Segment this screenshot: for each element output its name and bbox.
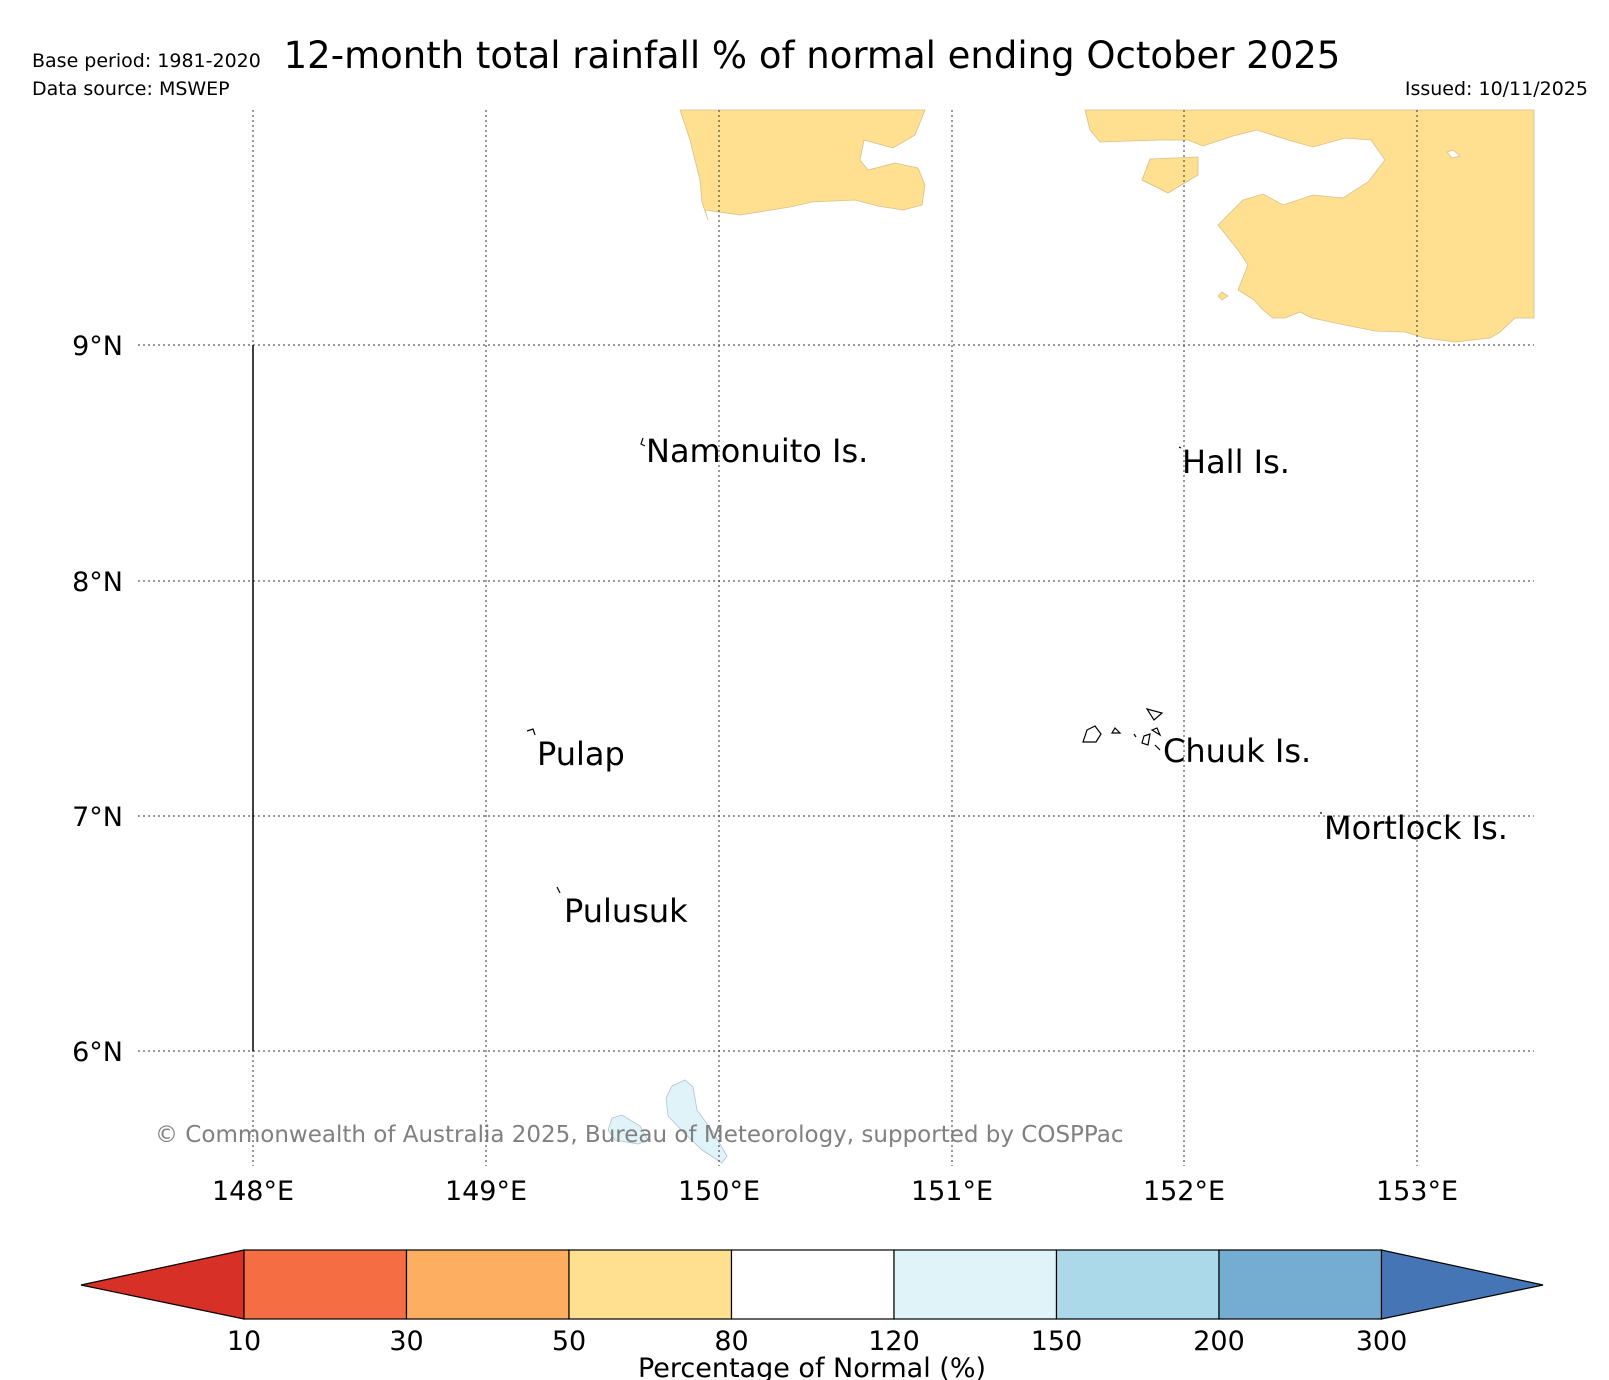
island-chuuk-g [1133,733,1137,738]
lon-label-152e: 152°E [1143,1176,1225,1207]
figure-title: 12-month total rainfall % of normal endi… [284,34,1341,77]
island-namonuito [640,437,646,447]
island-pulusuk [556,886,561,894]
legend-tick-50: 50 [552,1326,586,1357]
legend-swatch-50-80 [568,1249,733,1320]
place-label-pulap: Pulap [537,735,625,773]
legend-swatch-150-200 [1055,1249,1220,1320]
island-chuuk-f [1154,744,1161,751]
legend-tick-80: 80 [714,1326,748,1357]
dry-region-north-west [679,109,926,221]
wet-region-south-a [665,1079,728,1164]
place-label-pulusuk: Pulusuk [564,892,688,930]
latitude-labels: 9°N 8°N 7°N 6°N [72,331,123,1068]
legend-swatch-200-300 [1218,1249,1383,1320]
lat-label-9n: 9°N [72,331,123,362]
lon-label-153e: 153°E [1376,1176,1458,1207]
lon-label-150e: 150°E [678,1176,760,1207]
legend-swatch-120-150 [893,1249,1058,1320]
legend-swatch-80-120 [730,1249,895,1320]
legend-swatch-30-50 [405,1249,570,1320]
longitude-labels: 148°E 149°E 150°E 151°E 152°E 153°E [212,1176,1458,1207]
place-label-namonuito: Namonuito Is. [646,432,868,470]
legend-colorbar [80,1249,1544,1320]
island-chuuk-d [1141,733,1151,746]
lon-label-149e: 149°E [445,1176,527,1207]
legend-tick-120: 120 [868,1326,920,1357]
legend-tick-150: 150 [1031,1326,1083,1357]
wet-region-south-b [607,1114,649,1145]
legend-tick-10: 10 [227,1326,261,1357]
place-labels: Namonuito Is. Hall Is. Pulap Chuuk Is. M… [537,432,1508,930]
island-pulap [526,728,536,736]
island-hall [1178,446,1182,449]
dry-region-north-east [1084,109,1535,343]
issued-date: Issued: 10/11/2025 [1404,78,1588,100]
copyright-notice: © Commonwealth of Australia 2025, Bureau… [155,1122,1124,1148]
legend-swatch-below-10 [80,1249,245,1320]
base-period-note: Base period: 1981-2020 [32,50,261,72]
lat-label-6n: 6°N [72,1037,123,1068]
lat-label-8n: 8°N [72,567,123,598]
island-chuuk-e [1150,727,1162,737]
legend-swatch-10-30 [243,1249,408,1320]
legend-tick-labels: 10 30 50 80 120 150 200 300 [227,1326,1407,1357]
data-source-note: Data source: MSWEP [32,78,230,100]
lon-label-148e: 148°E [212,1176,294,1207]
lon-label-151e: 151°E [911,1176,993,1207]
legend-tick-30: 30 [389,1326,423,1357]
lat-label-7n: 7°N [72,802,123,833]
island-chuuk-a [1145,708,1164,721]
place-label-hall: Hall Is. [1182,443,1290,481]
legend-tick-300: 300 [1356,1326,1408,1357]
place-label-mortlock: Mortlock Is. [1324,809,1508,847]
legend-swatch-above-300 [1380,1249,1544,1320]
legend-tick-200: 200 [1193,1326,1245,1357]
island-chuuk-b [1082,725,1102,743]
island-outlines [526,437,1322,894]
place-label-chuuk: Chuuk Is. [1163,732,1311,770]
island-chuuk-c [1110,727,1122,734]
legend-title: Percentage of Normal (%) [638,1353,986,1380]
rainfall-shading [607,109,1535,1164]
